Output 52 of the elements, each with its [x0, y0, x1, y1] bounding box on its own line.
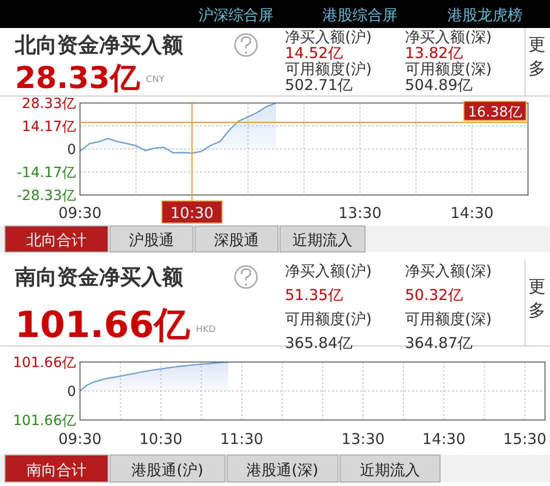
text: 沪股通 [129, 231, 174, 249]
chart-title: 南向资金净买入额 [14, 265, 184, 289]
chart-title: 北向资金净买入额 [14, 33, 184, 57]
text: 北向合计 [26, 231, 86, 249]
text: 港股龙虎榜 [448, 6, 522, 24]
text: 14.52亿 [285, 44, 343, 62]
y-tick-label: 0 [67, 384, 76, 400]
text: 13.82亿 [405, 44, 463, 62]
text: 沪深综合屏 [198, 6, 274, 24]
text: 502.71亿 [285, 76, 352, 94]
y-tick-label: -28.33亿 [16, 188, 76, 204]
x-tick-label: 11:30 [220, 430, 264, 448]
text: 365.84亿 [285, 334, 352, 352]
x-tick-label: 09:30 [58, 204, 102, 222]
ref-line-label: 16.38亿 [468, 104, 522, 120]
text: 港股综合屏 [322, 6, 398, 24]
text: 364.87亿 [405, 334, 472, 352]
x-tick-label: 14:30 [422, 430, 466, 448]
y-tick-label: 0 [67, 142, 76, 158]
y-tick-label: 28.33亿 [22, 96, 76, 112]
y-tick-label: -14.17亿 [16, 165, 76, 182]
text: 504.89亿 [405, 76, 472, 94]
x-tick-label: 09:30 [58, 430, 102, 448]
text: 净买入额(深) [405, 28, 492, 46]
x-tick-label: 14:30 [450, 204, 494, 222]
y-tick-label: 14.17亿 [22, 118, 76, 135]
text: 南向合计 [26, 461, 86, 479]
x-tick-label: 13:30 [341, 430, 385, 448]
text: 深股通 [214, 231, 259, 249]
text: 可用额度(沪) [285, 310, 372, 328]
text: 净买入额(深) [405, 262, 492, 280]
text: 净买入额(沪) [285, 262, 372, 280]
x-tick-label: 10:30 [139, 430, 182, 448]
text: 近期流入 [360, 461, 420, 479]
x-tick-label: 10:30 [170, 204, 214, 222]
text: HKD [196, 325, 216, 335]
y-tick-label: 101.66亿 [13, 355, 76, 371]
text: 可用额度(沪) [285, 60, 372, 78]
text: CNY [146, 75, 165, 85]
text: 50.32亿 [405, 286, 463, 304]
x-tick-label: 15:30 [503, 430, 546, 448]
text: 更多 [528, 35, 546, 79]
text: 近期流入 [292, 231, 352, 249]
text: 可用额度(深) [405, 310, 492, 328]
text: 更多 [528, 277, 546, 321]
text: 港股通(沪) [132, 461, 204, 479]
text: 可用额度(深) [405, 60, 492, 78]
text: 净买入额(沪) [285, 28, 372, 46]
x-tick-label: 13:30 [338, 204, 382, 222]
y-tick-label: 101.66亿 [13, 413, 76, 429]
text: 港股通(深) [246, 461, 318, 479]
text: 51.35亿 [285, 286, 343, 304]
